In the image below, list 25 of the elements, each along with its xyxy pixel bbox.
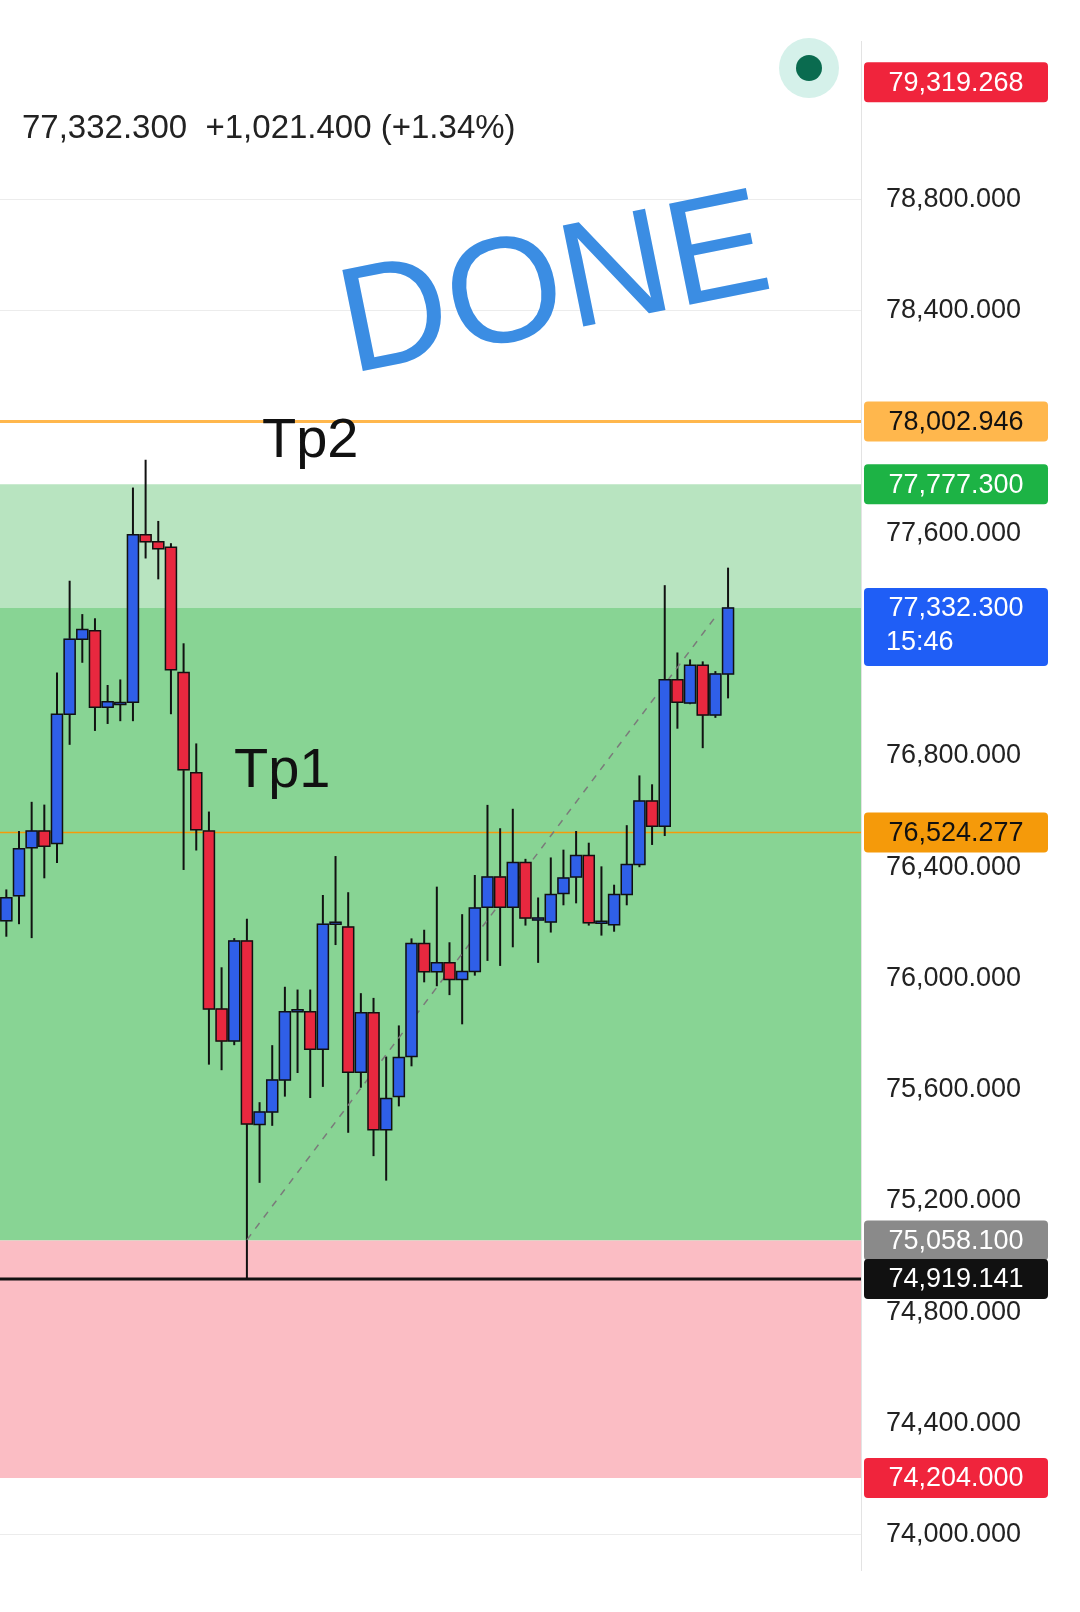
band-label: 77,777.300 xyxy=(888,468,1024,499)
text: 77,332.300 xyxy=(888,592,1024,623)
y-tick-label: 76,400.000 xyxy=(886,850,1022,881)
text: 77,332.300 +1,021.400 (+1.34%) xyxy=(22,108,516,146)
text: 15:46 xyxy=(886,626,954,657)
ref-line-label: 74,919.141 xyxy=(888,1263,1024,1294)
y-tick-label: 74,800.000 xyxy=(886,1295,1022,1326)
band-label: 75,058.100 xyxy=(888,1224,1024,1255)
annotation: Tp1 xyxy=(234,736,331,800)
text: 79,319.268 xyxy=(888,66,1024,97)
y-tick-label: 76,000.000 xyxy=(886,961,1022,992)
ref-line-label: 76,524.277 xyxy=(888,817,1024,848)
y-tick-label: 78,400.000 xyxy=(886,294,1022,325)
y-tick-label: 74,400.000 xyxy=(886,1406,1022,1437)
y-tick-label: 75,600.000 xyxy=(886,1073,1022,1104)
y-tick-label: 74,000.000 xyxy=(886,1518,1022,1549)
y-tick-label: 77,600.000 xyxy=(886,516,1022,547)
y-tick-label: 78,800.000 xyxy=(886,183,1022,214)
annotation: DONE xyxy=(323,154,782,405)
y-tick-label: 75,200.000 xyxy=(886,1184,1022,1215)
band-label: 74,204.000 xyxy=(888,1462,1024,1493)
y-tick-label: 76,800.000 xyxy=(886,739,1022,770)
candlestick xyxy=(0,888,13,938)
annotation: Tp2 xyxy=(262,406,359,470)
ref-line-label: 78,002.946 xyxy=(888,405,1024,436)
